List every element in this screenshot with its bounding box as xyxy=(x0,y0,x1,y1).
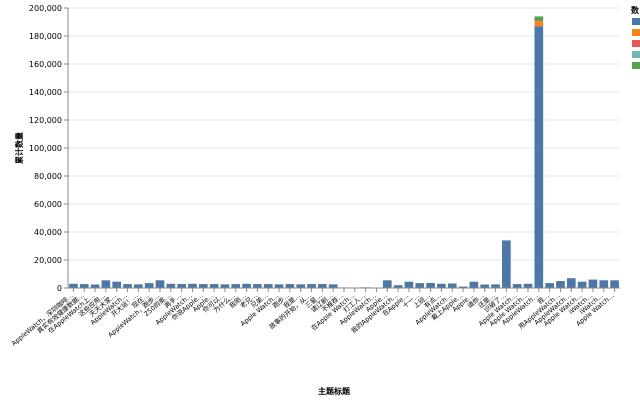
y-tick-label: 200,000 xyxy=(29,4,62,13)
bar-segment xyxy=(253,284,262,288)
y-tick-label: 180,000 xyxy=(29,32,62,41)
bar-segment xyxy=(512,284,522,288)
bar-segment xyxy=(123,284,132,288)
bar-segment xyxy=(274,284,284,288)
bar-segment xyxy=(523,283,533,288)
bar-segment xyxy=(545,283,554,288)
bar-segment xyxy=(90,284,100,288)
bar-segment xyxy=(556,281,565,288)
bar-segment xyxy=(155,280,165,288)
bar-segment xyxy=(404,281,414,288)
bar-segment xyxy=(188,283,197,288)
bar-segment xyxy=(458,286,468,288)
bars xyxy=(69,16,619,289)
bar-segment xyxy=(566,278,576,288)
bar-segment xyxy=(610,280,619,288)
bar-segment xyxy=(480,284,490,288)
legend-swatch xyxy=(632,18,640,25)
bar-segment xyxy=(469,281,479,288)
bar-segment xyxy=(534,21,544,27)
bar-segment xyxy=(502,240,511,288)
bar-segment xyxy=(599,280,609,288)
bar-segment xyxy=(101,280,111,288)
legend-swatch xyxy=(632,29,640,36)
bar-segment xyxy=(112,281,122,288)
bar-segment xyxy=(198,284,208,288)
bar-segment xyxy=(577,281,587,288)
legend-swatch xyxy=(632,40,640,47)
bar-segment xyxy=(166,283,176,288)
x-ticks: AppleWatch，深圳咖啡…真实有效健康数据…在AppleWatch上…这些… xyxy=(9,288,616,348)
legend-title: 数 xyxy=(631,5,640,15)
y-ticks: 0 20,000 40,000 60,000 80,000 100,000 120,000 1… xyxy=(29,4,68,293)
bar-segment xyxy=(588,279,598,288)
bar-segment xyxy=(296,284,306,288)
bar-segment xyxy=(79,284,89,288)
bar-segment xyxy=(437,283,446,288)
bar-segment xyxy=(144,283,154,288)
bar-segment xyxy=(177,284,186,288)
y-tick-label: 80,000 xyxy=(34,172,62,181)
bar-segment xyxy=(534,16,544,21)
bar-segment xyxy=(415,283,425,288)
y-tick-label: 160,000 xyxy=(29,60,62,69)
y-tick-label: 140,000 xyxy=(29,88,62,97)
bar-segment xyxy=(534,26,544,288)
y-tick-label: 100,000 xyxy=(29,144,62,153)
bar-segment xyxy=(426,282,435,288)
bar-segment xyxy=(382,280,392,288)
bar-segment xyxy=(242,283,251,288)
bar-segment xyxy=(491,284,500,288)
bar-segment xyxy=(307,284,316,288)
y-tick-label: 40,000 xyxy=(34,228,62,237)
y-tick-label: 0 xyxy=(57,284,62,293)
gridlines xyxy=(68,7,620,289)
y-tick-label: 120,000 xyxy=(29,116,62,125)
y-tick-label: 20,000 xyxy=(34,256,62,265)
bar-segment xyxy=(134,284,143,288)
legend: 数 xyxy=(631,5,640,69)
y-tick-label: 60,000 xyxy=(34,200,62,209)
bar-segment xyxy=(534,20,544,22)
bar-segment xyxy=(209,284,219,288)
bar-segment xyxy=(220,284,230,288)
bar-segment xyxy=(69,283,78,288)
bar-segment xyxy=(263,284,273,288)
bar-segment xyxy=(393,285,403,288)
bar-segment xyxy=(285,284,295,288)
bar-segment xyxy=(328,284,338,288)
y-axis-title: 累计数量 xyxy=(14,132,24,164)
bar-segment xyxy=(318,284,327,288)
legend-swatch xyxy=(632,62,640,69)
bar-segment xyxy=(231,284,241,288)
x-axis-title: 主题标题 xyxy=(318,386,351,396)
bar-segment xyxy=(447,283,457,288)
legend-swatches xyxy=(632,18,640,69)
legend-swatch xyxy=(632,51,640,58)
